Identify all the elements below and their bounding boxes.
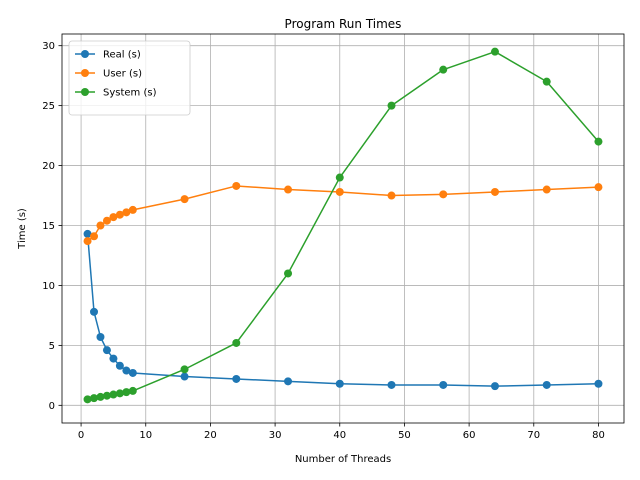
data-point-user-s xyxy=(542,185,551,194)
legend-item: User (s) xyxy=(75,69,142,80)
data-point-system-s xyxy=(490,47,499,56)
x-tick-label: 20 xyxy=(204,430,217,441)
legend-marker xyxy=(81,50,89,58)
legend-marker xyxy=(81,69,89,77)
data-point-real-s xyxy=(387,380,396,389)
data-point-user-s xyxy=(439,190,448,199)
y-axis-label: Time (s) xyxy=(17,208,28,250)
data-point-system-s xyxy=(594,137,603,146)
chart-title: Program Run Times xyxy=(285,17,402,31)
data-point-real-s xyxy=(96,332,105,341)
data-point-system-s xyxy=(96,392,105,401)
data-point-real-s xyxy=(102,346,111,355)
data-point-user-s xyxy=(83,237,92,246)
data-point-real-s xyxy=(122,366,131,375)
data-point-system-s xyxy=(232,338,241,347)
y-tick-label: 30 xyxy=(42,41,55,52)
data-point-system-s xyxy=(284,269,293,278)
x-tick-label: 60 xyxy=(463,430,476,441)
x-tick-label: 50 xyxy=(398,430,411,441)
data-point-system-s xyxy=(83,395,92,404)
plot-frame xyxy=(61,33,625,424)
data-point-real-s xyxy=(90,307,99,316)
x-tick-label: 10 xyxy=(139,430,152,441)
data-point-real-s xyxy=(109,354,118,363)
grid xyxy=(62,34,624,423)
y-tick-label: 15 xyxy=(42,221,55,232)
x-tick-label: 80 xyxy=(592,430,605,441)
data-point-user-s xyxy=(115,210,124,219)
legend: Real (s) User (s) System (s) xyxy=(68,40,191,116)
legend-label: User (s) xyxy=(103,69,142,80)
x-tick-label: 40 xyxy=(333,430,346,441)
data-point-user-s xyxy=(490,187,499,196)
data-point-user-s xyxy=(109,213,118,222)
data-point-real-s xyxy=(335,379,344,388)
data-point-user-s xyxy=(102,216,111,225)
series-real-s xyxy=(83,229,603,391)
data-point-system-s xyxy=(335,173,344,182)
y-tick-label: 0 xyxy=(49,401,55,412)
data-point-system-s xyxy=(387,101,396,110)
y-tick-label: 20 xyxy=(42,161,55,172)
data-point-real-s xyxy=(490,382,499,391)
data-point-system-s xyxy=(542,77,551,86)
y-tick-label: 5 xyxy=(49,341,55,352)
data-point-user-s xyxy=(128,205,137,214)
y-tick-label: 10 xyxy=(42,281,55,292)
data-point-system-s xyxy=(180,365,189,374)
legend-label: Real (s) xyxy=(103,50,141,61)
legend-box xyxy=(68,40,191,116)
data-point-system-s xyxy=(109,390,118,399)
x-axis-label: Number of Threads xyxy=(295,454,391,465)
x-tick-label: 0 xyxy=(78,430,84,441)
data-point-real-s xyxy=(128,368,137,377)
data-point-user-s xyxy=(594,183,603,192)
data-point-real-s xyxy=(439,380,448,389)
series-group xyxy=(83,47,603,404)
data-point-user-s xyxy=(122,208,131,217)
data-point-user-s xyxy=(232,181,241,190)
data-point-real-s xyxy=(180,372,189,381)
series-system-s xyxy=(83,47,603,404)
data-point-user-s xyxy=(90,232,99,241)
data-point-system-s xyxy=(128,386,137,395)
legend-marker xyxy=(81,88,89,96)
legend-label: System (s) xyxy=(103,88,157,99)
data-point-user-s xyxy=(180,195,189,204)
ticks: 0 10 20 30 40 50 60 70 80 0 5 10 15 20 25 30 xyxy=(42,41,605,441)
data-point-user-s xyxy=(335,187,344,196)
data-point-system-s xyxy=(122,388,131,397)
data-point-system-s xyxy=(102,391,111,400)
x-tick-label: 70 xyxy=(527,430,540,441)
data-point-real-s xyxy=(594,379,603,388)
data-point-user-s xyxy=(96,221,105,230)
data-point-system-s xyxy=(439,65,448,74)
data-point-user-s xyxy=(387,191,396,200)
data-point-system-s xyxy=(115,389,124,398)
x-tick-label: 30 xyxy=(269,430,282,441)
series-user-s xyxy=(83,181,603,246)
data-point-user-s xyxy=(284,185,293,194)
data-point-real-s xyxy=(542,380,551,389)
data-point-real-s xyxy=(284,377,293,386)
legend-item: Real (s) xyxy=(75,50,141,61)
data-point-real-s xyxy=(232,374,241,383)
y-tick-label: 25 xyxy=(42,101,55,112)
data-point-system-s xyxy=(90,394,99,403)
data-point-real-s xyxy=(115,361,124,370)
data-point-real-s xyxy=(83,229,92,238)
legend-item: System (s) xyxy=(75,88,157,99)
